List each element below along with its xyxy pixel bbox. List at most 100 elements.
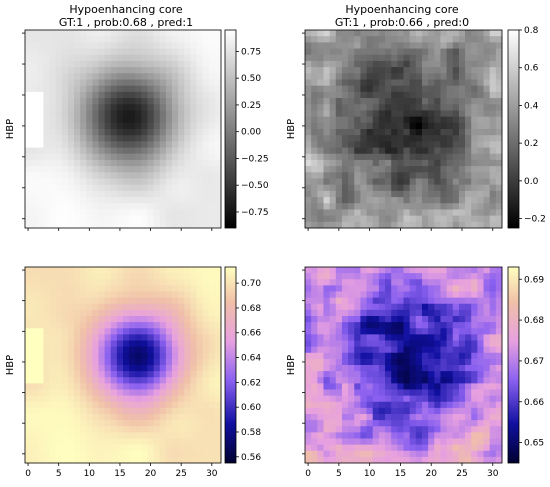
heatmap-cell [366,267,374,274]
heatmap-cell [372,432,380,439]
heatmap-cell [190,221,197,229]
heatmap-cell [434,328,441,335]
heatmap-cell [31,444,38,452]
heatmap-cell [471,67,478,74]
heatmap-cell [465,340,472,348]
heatmap-cell [458,178,466,186]
heatmap-cell [317,60,324,68]
heatmap-cell [329,432,337,439]
heatmap-cell [483,352,491,360]
heatmap-cell [397,401,404,409]
heatmap-cell [421,401,429,409]
heatmap-cell [329,54,337,62]
heatmap-cell [86,346,93,354]
heatmap [25,30,222,229]
heatmap-cell [49,215,57,223]
heatmap-cell [92,166,99,173]
heatmap-cell [37,340,44,348]
heatmap-cell [415,122,423,130]
heatmap-cell [372,340,380,348]
heatmap-cell [104,279,112,286]
heatmap-cell [409,104,417,111]
y-axis-label: HBP [286,355,297,375]
heatmap-cell [335,184,343,192]
heatmap-cell [25,395,32,403]
heatmap-cell [135,328,142,335]
heatmap-cell [360,79,367,87]
heatmap-cell [25,122,32,130]
heatmap-cell [477,172,484,179]
heatmap-cell [434,383,441,390]
heatmap-cell [92,30,99,37]
heatmap-cell [123,135,130,142]
heatmap-cell [74,184,81,192]
heatmap-cell [25,73,32,80]
heatmap-cell [341,215,349,223]
heatmap-cell [465,153,472,161]
heatmap-cell [116,42,124,49]
heatmap-cell [317,42,324,49]
heatmap-cell [129,383,136,390]
heatmap-cell [378,54,386,62]
heatmap-cell [477,91,484,99]
heatmap-cell [129,215,136,223]
heatmap-cell [37,153,44,161]
heatmap-cell [37,328,44,335]
heatmap-cell [159,432,167,439]
heatmap-cell [323,85,331,93]
heatmap-cell [196,316,204,323]
heatmap-cell [153,166,161,173]
heatmap-cell [178,203,185,210]
heatmap-cell [55,273,63,280]
heatmap-cell [153,203,161,210]
heatmap-cell [147,432,155,439]
heatmap-cell [495,42,503,49]
heatmap-cell [378,267,386,274]
heatmap-cell [55,79,63,87]
heatmap-cell [172,346,179,354]
heatmap-cell [25,129,32,136]
heatmap-cell [214,209,222,217]
heatmap-cell [446,456,454,464]
heatmap-cell [360,444,367,452]
heatmap-cell [196,172,204,179]
heatmap-cell [184,221,191,229]
heatmap-cell [55,438,63,446]
heatmap-cell [214,309,222,317]
heatmap-cell [440,407,447,415]
heatmap-cell [92,438,99,446]
heatmap-cell [409,456,417,464]
heatmap-cell [329,316,337,323]
heatmap-cell [196,209,204,217]
heatmap-cell [129,85,136,93]
heatmap-cell [446,184,454,192]
heatmap-cell [74,420,81,427]
heatmap-cell [110,303,118,311]
heatmap-cell [385,365,392,372]
heatmap-cell [385,30,392,37]
heatmap-cell [397,172,404,179]
heatmap-cell [172,322,179,329]
heatmap-cell [31,135,38,142]
heatmap-cell [49,346,57,354]
heatmap-cell [123,297,130,305]
heatmap-cell [165,273,173,280]
heatmap-cell [409,190,417,198]
heatmap-cell [385,291,392,299]
heatmap-cell [391,36,398,43]
heatmap-cell [141,438,148,446]
heatmap-cell [92,407,99,415]
heatmap-cell [434,147,441,155]
heatmap-cell [153,377,161,384]
heatmap-cell [214,285,222,292]
heatmap-cell [104,215,112,223]
heatmap-cell [196,401,204,409]
heatmap-cell [104,352,112,360]
heatmap-cell [305,450,312,458]
heatmap-cell [305,122,312,130]
heatmap-cell [153,432,161,439]
heatmap-cell [80,371,87,378]
heatmap-cell [165,297,173,305]
heatmap-cell [98,221,106,229]
heatmap-cell [129,73,136,80]
